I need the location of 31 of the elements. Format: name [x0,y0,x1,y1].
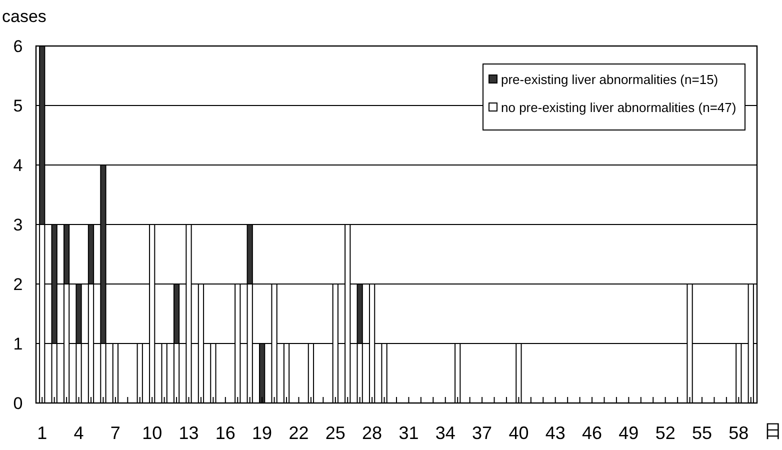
y-tick-label: 3 [13,216,23,234]
y-tick-label: 1 [13,334,23,354]
y-tick-label: 6 [13,37,23,56]
x-tick-label: 31 [398,423,419,443]
x-tick-label: 28 [362,423,382,443]
x-tick-label: 49 [618,423,639,443]
x-tick-label: 7 [110,423,120,443]
x-tick-label: 58 [728,423,749,443]
x-tick-label: 10 [142,423,162,443]
x-tick-label: 1 [37,423,48,443]
legend-label: no pre-existing liver abnormalities (n=47) [501,100,736,115]
x-tick-label: 16 [215,423,236,443]
x-tick-label: 34 [435,423,456,443]
x-tick-label: 37 [472,423,492,443]
x-tick-label: 43 [545,423,566,443]
x-tick-label: 46 [582,423,602,443]
y-tick-label: 0 [13,394,23,413]
y-tick-label: 2 [13,275,23,294]
x-tick-label: 55 [692,423,712,443]
legend-label: pre-existing liver abnormalities (n=15) [501,72,718,87]
y-axis-title: cases [2,7,46,26]
x-tick-label: 52 [655,423,676,443]
x-tick-label: 25 [325,423,346,443]
x-tick-label: 19 [252,423,272,443]
x-tick-label: 40 [508,423,529,443]
x-tick-label: 4 [74,423,84,443]
x-axis-title: 日 [764,421,782,441]
x-tick-label: 13 [178,423,199,443]
y-tick-label: 5 [13,96,23,116]
y-tick-label: 4 [13,156,23,175]
x-tick-label: 22 [288,423,309,443]
